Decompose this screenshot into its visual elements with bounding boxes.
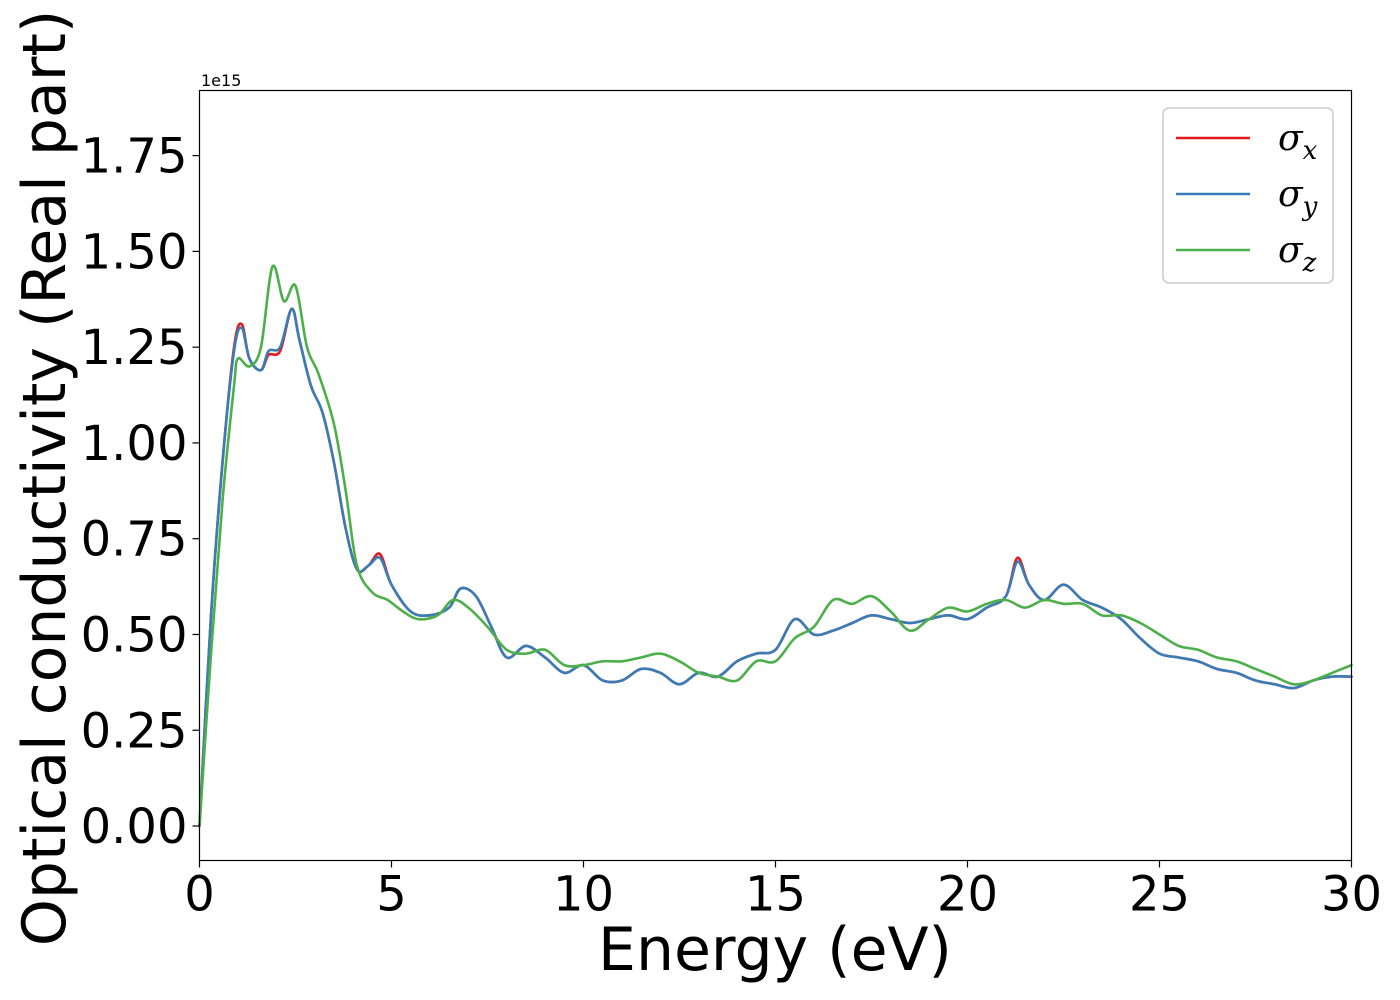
y-tick-label: 0.25 [81,703,188,759]
legend-label-y: σy [1278,174,1318,222]
x-axis-title: Energy (eV) [598,915,952,985]
x-tick-label: 20 [937,867,998,923]
legend: σx σy σz [1162,107,1334,284]
y-axis-title: Optical conductivity (Real part) [10,10,80,947]
plot-area [199,90,1352,861]
x-tick-label: 25 [1129,867,1190,923]
legend-box [1162,107,1334,284]
y-tick-label: 1.00 [81,416,188,472]
x-tick-label: 5 [376,867,407,923]
y-tick-label: 0.00 [81,799,188,855]
legend-label-z: σz [1278,230,1317,278]
y-tick-label: 0.50 [81,607,188,663]
series-layer [198,264,1353,828]
x-axis: 0 5 10 15 20 25 30 [184,860,1382,923]
x-tick-label: 10 [553,867,614,923]
series-line-y [198,307,1353,828]
y-tick-label: 1.75 [81,129,188,185]
y-tick-label: 1.50 [81,224,188,280]
y-offset-label: 1e15 [201,71,241,90]
y-tick-label: 1.25 [81,320,188,376]
x-tick-label: 15 [745,867,806,923]
y-axis: 0.00 0.25 0.50 0.75 1.00 1.25 1.50 1.75 [81,129,200,855]
y-tick-label: 0.75 [81,512,188,568]
legend-label-x: σx [1278,118,1318,166]
x-tick-label: 0 [184,867,215,923]
x-tick-label: 30 [1321,867,1382,923]
series-line-z [198,264,1353,828]
